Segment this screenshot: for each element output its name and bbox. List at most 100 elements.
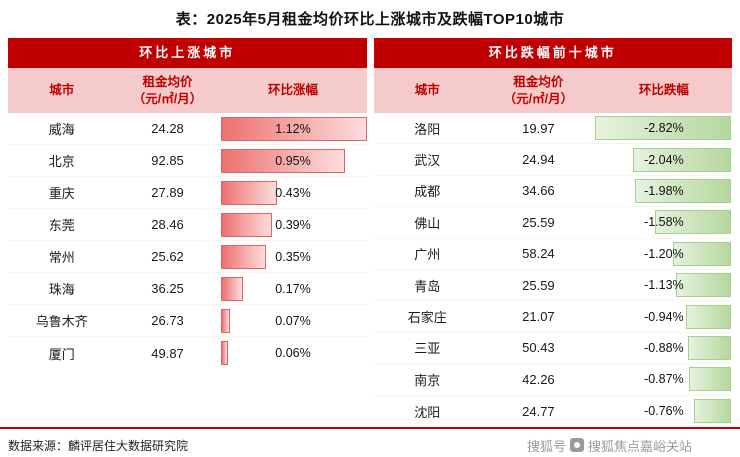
city-name: 成都	[414, 184, 441, 200]
declining-cities-table: 环比跌幅前十城市 城市 租金均价 （元/㎡/月） 环比跌幅 洛阳 19.97 -2.…	[373, 38, 733, 427]
change-percent-label: 1.12%	[275, 121, 311, 136]
change-percent-label: 0.17%	[275, 281, 311, 296]
change-cell: -1.13%	[596, 270, 732, 300]
rent-price: 28.46	[151, 217, 184, 232]
table-row: 青岛 25.59 -1.13%	[373, 270, 732, 302]
table-row: 珠海 36.25 0.17%	[8, 273, 367, 305]
change-cell: 0.07%	[220, 305, 367, 336]
change-percent-label: -0.94%	[644, 309, 684, 324]
city-name: 沈阳	[414, 404, 441, 420]
increase-bar	[220, 212, 272, 237]
decrease-bar	[685, 304, 731, 329]
change-percent-label: -2.82%	[644, 121, 684, 136]
table-row: 佛山 25.59 -1.58%	[373, 207, 732, 239]
declining-table-group-header: 环比跌幅前十城市	[373, 38, 732, 68]
increase-bar	[220, 276, 243, 301]
column-header-increase: 环比涨幅	[267, 83, 318, 98]
city-name: 石家庄	[407, 310, 447, 326]
table-row: 洛阳 19.97 -2.82%	[373, 113, 732, 145]
table-row: 成都 34.66 -1.98%	[373, 176, 732, 208]
rent-price: 42.26	[522, 371, 555, 387]
rising-table-body: 威海 24.28 1.12% 北京 92.85 0.95% 重庆 27.89 0.43% 东莞 28…	[8, 113, 368, 369]
table-row: 常州 25.62 0.35%	[8, 241, 367, 273]
change-cell: -0.76%	[596, 396, 732, 427]
change-percent-label: 0.39%	[275, 217, 311, 232]
city-name: 佛山	[414, 215, 441, 231]
table-row: 重庆 27.89 0.43%	[8, 177, 367, 209]
rent-price: 34.66	[522, 183, 555, 199]
increase-bar	[220, 341, 229, 365]
change-cell: 1.12%	[220, 113, 368, 144]
rent-price: 24.77	[522, 403, 555, 419]
change-percent-label: -1.98%	[644, 183, 684, 198]
city-name: 重庆	[48, 186, 75, 201]
table-row: 北京 92.85 0.95%	[8, 145, 367, 177]
table-row: 武汉 24.94 -2.04%	[373, 144, 732, 176]
city-name: 北京	[48, 154, 75, 169]
declining-table-column-header-row: 城市 租金均价 （元/㎡/月） 环比跌幅	[373, 68, 732, 113]
table-row: 厦门 49.87 0.06%	[8, 337, 367, 369]
column-header-price: 租金均价 （元/㎡/月）	[481, 68, 596, 113]
increase-bar	[220, 308, 230, 333]
increase-bar	[220, 116, 368, 141]
change-percent-label: 0.95%	[275, 153, 311, 168]
decrease-bar	[694, 399, 731, 424]
city-name: 广州	[414, 247, 441, 263]
table-row: 南京 42.26 -0.87%	[373, 364, 732, 396]
increase-bar	[220, 148, 346, 173]
rent-price: 92.85	[151, 153, 184, 168]
city-name: 南京	[414, 372, 441, 388]
change-percent-label: -0.87%	[644, 372, 684, 387]
rent-price: 21.07	[522, 309, 555, 325]
rent-price: 25.62	[151, 249, 184, 264]
decrease-bar	[594, 116, 731, 141]
change-cell: -1.98%	[596, 176, 732, 206]
increase-bar	[220, 180, 277, 205]
change-cell: 0.39%	[220, 209, 367, 240]
page-title: 表：2025年5月租金均价环比上涨城市及跌幅TOP10城市	[175, 11, 565, 28]
column-header-price-line2: （元/㎡/月）	[132, 91, 203, 106]
rent-price: 58.24	[522, 246, 555, 262]
change-cell: 0.06%	[220, 337, 367, 369]
rent-price: 49.87	[151, 345, 184, 361]
rising-cities-table: 环比上涨城市 城市 租金均价 （元/㎡/月） 环比涨幅 威海 24.28 1.12%…	[8, 38, 368, 369]
change-cell: -2.04%	[596, 144, 732, 174]
decrease-bar	[688, 335, 731, 360]
change-cell: 0.35%	[220, 241, 367, 272]
table-row: 沈阳 24.77 -0.76%	[374, 396, 733, 427]
decrease-bar	[676, 273, 731, 298]
decrease-bar	[635, 178, 731, 203]
increase-bar	[220, 244, 267, 269]
change-cell: 0.17%	[220, 273, 367, 304]
change-percent-label: 0.06%	[275, 346, 311, 360]
table-row: 三亚 50.43 -0.88%	[373, 333, 732, 365]
change-cell: 0.95%	[220, 145, 367, 176]
column-header-price-line1: 租金均价	[513, 74, 564, 89]
change-percent-label: -2.04%	[644, 152, 684, 167]
table-row: 乌鲁木齐 26.73 0.07%	[8, 305, 367, 337]
change-cell: -2.82%	[594, 113, 732, 143]
city-name: 厦门	[48, 346, 75, 362]
rent-price: 24.28	[151, 121, 184, 136]
bottom-red-divider	[0, 426, 740, 429]
decrease-bar	[688, 367, 731, 392]
change-cell: -1.58%	[596, 207, 732, 237]
rising-table-group-header: 环比上涨城市	[8, 38, 367, 68]
table-row: 石家庄 21.07 -0.94%	[373, 301, 732, 333]
change-percent-label: -1.20%	[644, 246, 684, 261]
rent-price: 27.89	[151, 185, 184, 200]
decrease-bar	[632, 147, 731, 172]
change-cell: 0.43%	[220, 177, 367, 208]
rent-price: 50.43	[522, 340, 555, 356]
city-name: 常州	[48, 250, 75, 265]
rising-table-column-header-row: 城市 租金均价 （元/㎡/月） 环比涨幅	[8, 68, 367, 113]
change-percent-label: 0.43%	[275, 185, 311, 200]
city-name: 威海	[48, 122, 75, 137]
column-header-decrease: 环比跌幅	[638, 83, 689, 98]
sohu-logo-icon	[569, 438, 584, 453]
city-name: 乌鲁木齐	[35, 314, 88, 329]
table-row: 广州 58.24 -1.20%	[373, 239, 732, 270]
tables-container: 环比上涨城市 城市 租金均价 （元/㎡/月） 环比涨幅 威海 24.28 1.12%…	[0, 38, 740, 427]
change-cell: -1.20%	[596, 239, 732, 269]
watermark-account: 搜狐焦点嘉峪关站	[587, 438, 692, 454]
